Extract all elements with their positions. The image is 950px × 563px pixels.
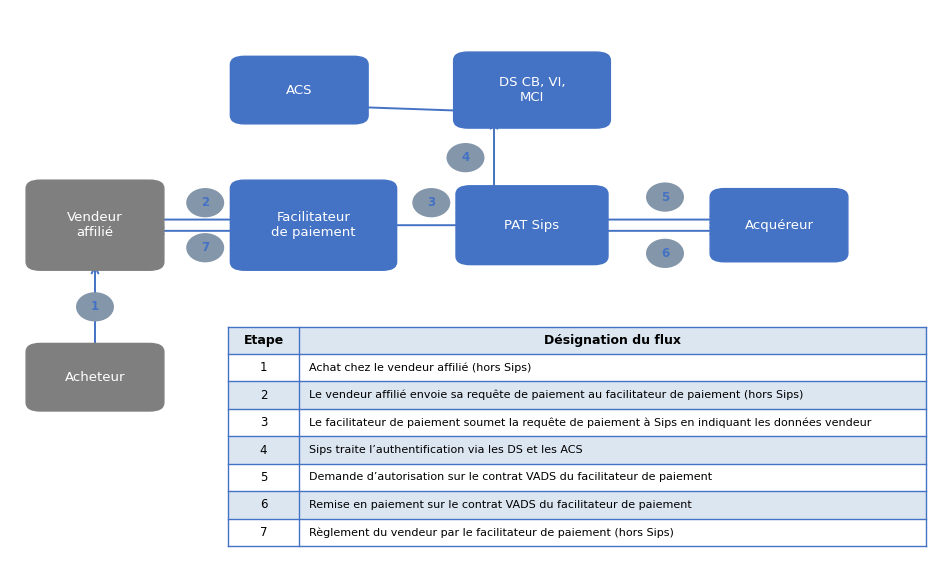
Text: Achat chez le vendeur affilié (hors Sips): Achat chez le vendeur affilié (hors Sips…: [309, 363, 531, 373]
FancyBboxPatch shape: [454, 52, 611, 128]
Text: 3: 3: [428, 196, 435, 209]
Text: Demande d’autorisation sur le contrat VADS du facilitateur de paiement: Demande d’autorisation sur le contrat VA…: [309, 472, 712, 482]
Text: 5: 5: [260, 471, 267, 484]
Text: 7: 7: [201, 241, 209, 254]
Text: Le facilitateur de paiement soumet la requête de paiement à Sips en indiquant le: Le facilitateur de paiement soumet la re…: [309, 417, 871, 428]
Text: 6: 6: [260, 498, 267, 511]
Bar: [228, 354, 926, 382]
FancyBboxPatch shape: [27, 343, 163, 411]
Ellipse shape: [76, 292, 114, 321]
Ellipse shape: [186, 233, 224, 262]
Text: 2: 2: [201, 196, 209, 209]
Text: Acquéreur: Acquéreur: [745, 218, 813, 232]
Text: Facilitateur
de paiement: Facilitateur de paiement: [272, 211, 355, 239]
Text: DS CB, VI,
MCI: DS CB, VI, MCI: [499, 76, 565, 104]
Bar: [228, 491, 926, 519]
Ellipse shape: [446, 143, 485, 172]
FancyBboxPatch shape: [710, 189, 847, 262]
Bar: [228, 409, 926, 436]
Text: Le vendeur affilié envoie sa requête de paiement au facilitateur de paiement (ho: Le vendeur affilié envoie sa requête de …: [309, 390, 803, 400]
FancyBboxPatch shape: [230, 56, 369, 124]
Text: Acheteur: Acheteur: [65, 370, 125, 384]
Text: 5: 5: [661, 190, 669, 204]
Text: 4: 4: [260, 444, 267, 457]
Text: Désignation du flux: Désignation du flux: [544, 334, 681, 347]
Text: Remise en paiement sur le contrat VADS du facilitateur de paiement: Remise en paiement sur le contrat VADS d…: [309, 500, 692, 510]
Ellipse shape: [186, 188, 224, 217]
FancyBboxPatch shape: [230, 180, 397, 270]
Text: 7: 7: [260, 526, 267, 539]
Text: ACS: ACS: [286, 83, 313, 97]
Ellipse shape: [646, 182, 684, 212]
Bar: [228, 327, 926, 354]
Bar: [228, 519, 926, 546]
Text: 1: 1: [260, 361, 267, 374]
Ellipse shape: [412, 188, 450, 217]
Bar: [228, 436, 926, 464]
Text: 3: 3: [260, 416, 267, 429]
Text: PAT Sips: PAT Sips: [504, 218, 560, 232]
Text: Vendeur
affilié: Vendeur affilié: [67, 211, 123, 239]
Bar: [228, 464, 926, 491]
FancyBboxPatch shape: [456, 186, 608, 265]
FancyBboxPatch shape: [27, 180, 163, 270]
Bar: [228, 382, 926, 409]
Text: 6: 6: [661, 247, 669, 260]
Text: 2: 2: [260, 388, 267, 401]
Ellipse shape: [646, 239, 684, 268]
Text: Etape: Etape: [243, 334, 284, 347]
Text: Sips traite l’authentification via les DS et les ACS: Sips traite l’authentification via les D…: [309, 445, 582, 455]
Text: 1: 1: [91, 300, 99, 314]
Text: Règlement du vendeur par le facilitateur de paiement (hors Sips): Règlement du vendeur par le facilitateur…: [309, 527, 674, 538]
Text: 4: 4: [462, 151, 469, 164]
